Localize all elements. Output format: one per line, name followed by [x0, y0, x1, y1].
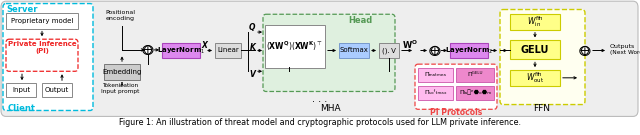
Text: Output: Output	[45, 87, 69, 93]
Text: $\bigoplus$: $\bigoplus$	[579, 43, 592, 58]
Text: $(\mathbf{XW^Q})(\mathbf{XW^K})^\top$: $(\mathbf{XW^Q})(\mathbf{XW^K})^\top$	[266, 40, 324, 53]
FancyBboxPatch shape	[500, 9, 585, 104]
Text: K: K	[250, 43, 256, 52]
Text: Positional
encoding: Positional encoding	[105, 10, 135, 21]
FancyBboxPatch shape	[42, 83, 72, 97]
Text: Server: Server	[6, 5, 38, 14]
FancyBboxPatch shape	[215, 43, 241, 58]
FancyBboxPatch shape	[104, 64, 140, 80]
Text: $\bigoplus$: $\bigoplus$	[141, 43, 155, 57]
Text: LayerNorm$_1$: LayerNorm$_1$	[157, 45, 205, 56]
Text: Πᴳᴱᴸᵁ: Πᴳᴱᴸᵁ	[467, 72, 483, 77]
Text: $\mathbf{W^O}$: $\mathbf{W^O}$	[402, 39, 418, 51]
Text: MHA: MHA	[320, 104, 340, 113]
FancyBboxPatch shape	[418, 68, 453, 82]
Circle shape	[431, 46, 438, 55]
FancyBboxPatch shape	[456, 86, 494, 100]
FancyBboxPatch shape	[415, 64, 497, 109]
Text: V: V	[249, 70, 255, 79]
FancyBboxPatch shape	[6, 39, 78, 71]
Text: . . .: . . .	[312, 94, 328, 104]
Text: LayerNorm$_2$: LayerNorm$_2$	[445, 45, 493, 56]
Circle shape	[145, 46, 152, 54]
FancyBboxPatch shape	[450, 43, 488, 58]
Text: FFN: FFN	[534, 104, 550, 113]
Text: Softmax: Softmax	[340, 48, 369, 53]
Text: Input: Input	[12, 87, 30, 93]
Text: Private Inference
(PI): Private Inference (PI)	[8, 41, 76, 54]
Text: Proprietary model: Proprietary model	[11, 18, 73, 24]
FancyBboxPatch shape	[6, 13, 78, 28]
FancyBboxPatch shape	[265, 25, 325, 68]
Text: PI Protocols: PI Protocols	[430, 108, 482, 117]
Text: Tokenization: Tokenization	[102, 83, 138, 88]
Text: $\bigoplus$: $\bigoplus$	[428, 43, 442, 58]
Text: $W^{\mathrm{ffn}}_{\mathrm{in}}$: $W^{\mathrm{ffn}}_{\mathrm{in}}$	[527, 15, 543, 29]
Text: Client: Client	[8, 104, 36, 113]
Text: Πₗₐ₞ᵉ⬣ₒ⬣ₘ: Πₗₐ₞ᵉ⬣ₒ⬣ₘ	[459, 90, 491, 95]
FancyBboxPatch shape	[1, 1, 638, 116]
Text: Head: Head	[348, 16, 372, 25]
Text: Outputs: Outputs	[610, 44, 636, 49]
Text: Q: Q	[249, 23, 255, 32]
FancyBboxPatch shape	[510, 14, 560, 30]
FancyBboxPatch shape	[510, 70, 560, 86]
Text: Πₘₐₜₘₑₐ: Πₘₐₜₘₑₐ	[424, 72, 447, 77]
FancyBboxPatch shape	[162, 43, 200, 58]
Text: Embedding: Embedding	[102, 69, 141, 75]
Text: Πₛₒᶠₜₘₐₓ: Πₛₒᶠₜₘₐₓ	[424, 90, 447, 95]
FancyBboxPatch shape	[263, 14, 395, 92]
Text: (). V: (). V	[382, 47, 396, 54]
Text: Input prompt: Input prompt	[101, 89, 139, 94]
Text: Figure 1: An illustration of threat model and cryptographic protocols used for L: Figure 1: An illustration of threat mode…	[119, 118, 521, 127]
FancyBboxPatch shape	[379, 43, 399, 58]
FancyBboxPatch shape	[339, 43, 369, 58]
FancyBboxPatch shape	[510, 40, 560, 59]
Circle shape	[582, 46, 589, 55]
Text: GELU: GELU	[521, 45, 549, 55]
FancyBboxPatch shape	[418, 86, 453, 100]
Text: (Next Words): (Next Words)	[610, 50, 640, 55]
FancyBboxPatch shape	[3, 4, 93, 110]
FancyBboxPatch shape	[6, 83, 36, 97]
FancyBboxPatch shape	[456, 68, 494, 82]
Text: X: X	[201, 41, 207, 50]
Text: Linear: Linear	[217, 48, 239, 53]
Text: $W^{\mathrm{ffn}}_{\mathrm{out}}$: $W^{\mathrm{ffn}}_{\mathrm{out}}$	[526, 70, 544, 85]
